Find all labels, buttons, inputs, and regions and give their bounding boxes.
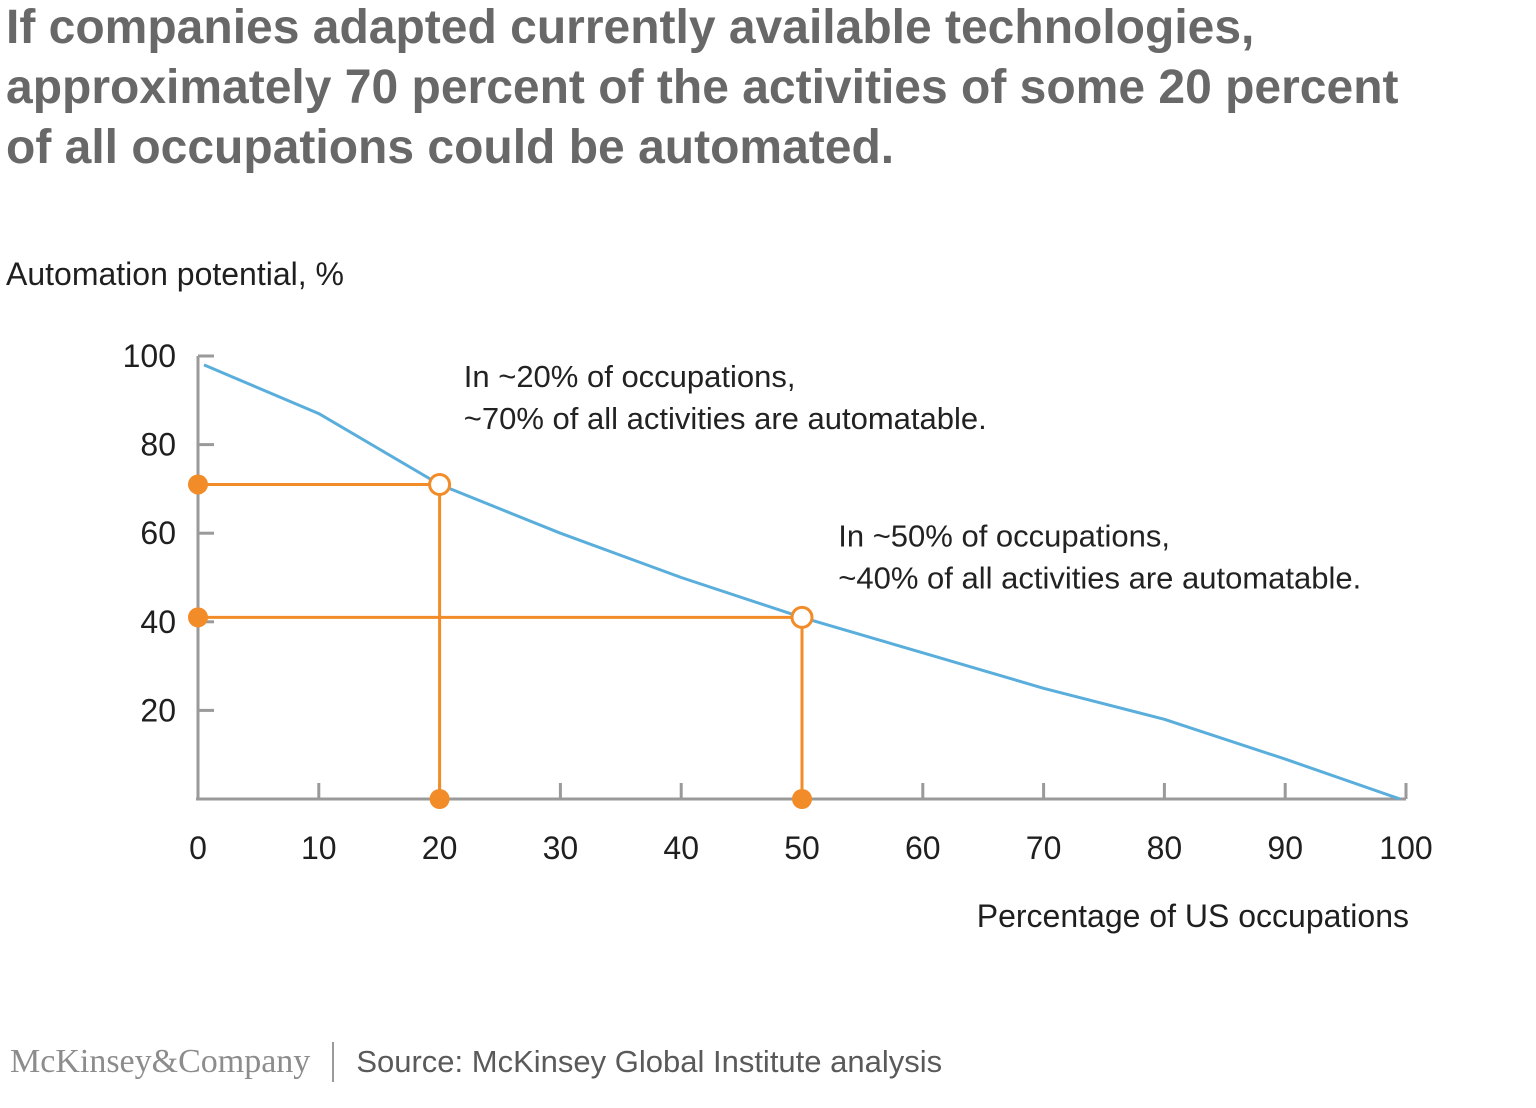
x-axis-title: Percentage of US occupations (976, 898, 1409, 934)
y-axis-title: Automation potential, % (6, 256, 344, 292)
x-tick-label: 30 (543, 830, 579, 866)
brand-logo: McKinsey&Company (10, 1043, 311, 1080)
y-tick-label: 80 (140, 427, 176, 463)
footer-divider (332, 1042, 335, 1082)
x-tick-label: 100 (1379, 830, 1432, 866)
annotation-2: In ~50% of occupations, ~40% of all activ… (838, 518, 1361, 595)
annotation-line: In ~20% of occupations, (464, 359, 796, 394)
x-axis-marker-dot (792, 789, 812, 809)
x-tick-label: 70 (1026, 830, 1062, 866)
annotation-line: ~40% of all activities are automatable. (838, 560, 1361, 595)
x-axis-marker-dot (429, 789, 450, 809)
x-tick-label: 0 (189, 830, 207, 866)
y-tick-label: 40 (140, 604, 176, 640)
line-chart: 20 40 60 80 100 0 10 20 30 40 50 60 70 80 90 100 In ~2… (123, 338, 1433, 866)
x-tick-label: 20 (422, 830, 458, 866)
x-axis: 0 10 20 30 40 50 60 70 80 90 100 (189, 783, 1433, 866)
x-tick-label: 90 (1267, 830, 1303, 866)
highlight-guides (198, 482, 804, 799)
y-tick-label: 20 (140, 692, 176, 728)
y-axis-marker-dot (188, 607, 208, 628)
y-axis: 20 40 60 80 100 (123, 338, 214, 799)
highlight-markers (188, 472, 814, 809)
x-tick-label: 60 (905, 830, 941, 866)
curve-intersection-marker (790, 605, 814, 629)
annotations: In ~20% of occupations, ~70% of all activ… (464, 359, 1361, 595)
annotation-1: In ~20% of occupations, ~70% of all activ… (464, 359, 987, 436)
curve-intersection-marker (428, 472, 452, 496)
x-tick-label: 50 (784, 830, 820, 866)
annotation-line: In ~50% of occupations, (838, 518, 1170, 553)
y-tick-label: 60 (140, 515, 176, 551)
source-note: Source: McKinsey Global Institute analys… (356, 1044, 943, 1079)
footer: McKinsey&Company Source: McKinsey Global… (10, 1040, 942, 1084)
x-tick-label: 80 (1147, 830, 1183, 866)
x-tick-label: 10 (301, 830, 337, 866)
x-tick-label: 40 (663, 830, 699, 866)
headline: If companies adapted currently available… (6, 1, 1399, 174)
y-tick-label: 100 (123, 338, 176, 374)
annotation-line: ~70% of all activities are automatable. (464, 401, 987, 436)
y-axis-marker-dot (188, 474, 208, 495)
